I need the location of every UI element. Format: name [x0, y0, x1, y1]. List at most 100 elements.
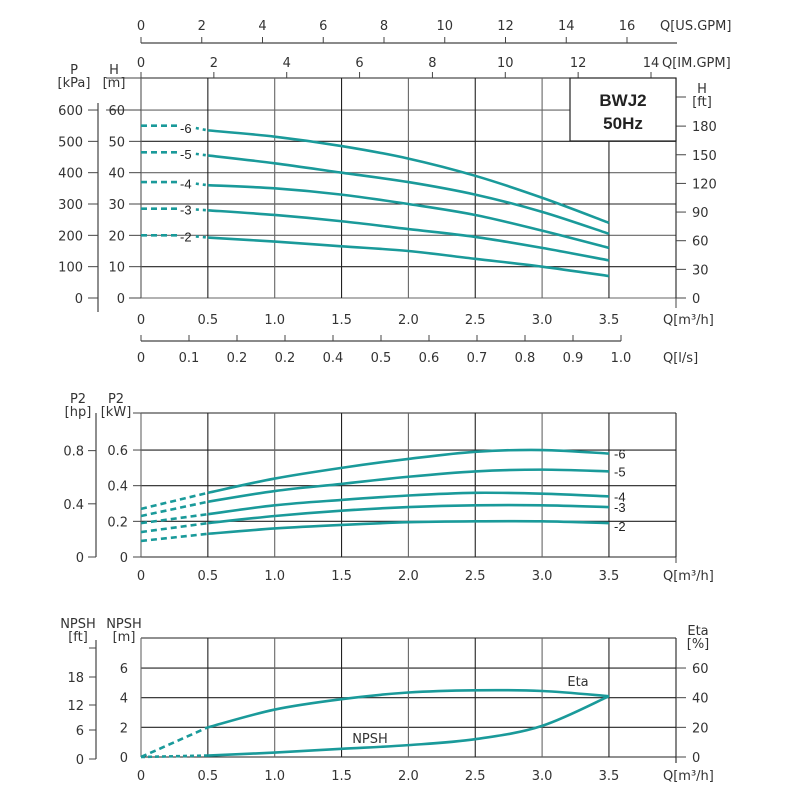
- hp-axis-unit: [hp]: [65, 405, 92, 420]
- eta-curve-dashed-start: [140, 726, 209, 759]
- usgpm-tick-label: 2: [198, 19, 206, 34]
- power-chart-grid: [140, 412, 677, 563]
- head-curve-dashed-join: [195, 126, 209, 132]
- imgpm-axis-title: Q[IM.GPM]: [662, 56, 731, 71]
- ls-tick-label: 0.4: [323, 351, 344, 366]
- usgpm-tick-label: 14: [558, 19, 575, 34]
- head-curve-5: [207, 154, 610, 236]
- q-tick-label: 1.0: [264, 313, 285, 328]
- power-curve-dashed-start: [140, 532, 208, 543]
- ls-tick-label: 0.2: [227, 351, 248, 366]
- head-chart-axes: 01020304050600100200300400500600P[kPa]H[…: [58, 19, 732, 366]
- power-chart-axes: 00.20.40.600.40.8P2[hp]P2[kW]0 0.5 1.0 1.5 2…: [63, 392, 714, 584]
- h-m-tick-label: 20: [108, 229, 125, 244]
- kpa-tick-label: 400: [58, 167, 83, 182]
- q-tick-label: 3.5: [599, 313, 620, 328]
- head-curve-2: [207, 236, 610, 278]
- eta-curve: [207, 688, 610, 729]
- eta-tick-label: 0: [692, 751, 700, 766]
- curve-label: -2: [614, 519, 626, 534]
- npsh-m-tick-label: 6: [120, 662, 128, 677]
- head-curves: -6 -5 -4 -3 -2: [141, 121, 610, 278]
- imgpm-tick-label: 6: [355, 56, 363, 71]
- q-tick-label: 0: [137, 569, 145, 584]
- ft-axis-title: H: [697, 82, 707, 97]
- npsh-chart-grid: [140, 637, 677, 763]
- q-tick-label: 2.0: [398, 569, 419, 584]
- usgpm-tick-label: 10: [436, 19, 453, 34]
- curve-label: -4: [614, 489, 626, 504]
- kpa-axis-title: P: [70, 63, 78, 78]
- curve-label: -5: [180, 147, 192, 162]
- usgpm-axis-title: Q[US.GPM]: [660, 19, 731, 34]
- q-tick-label: 0.5: [198, 313, 219, 328]
- q-tick-label: 1.5: [331, 569, 352, 584]
- h-m-axis-unit: [m]: [103, 76, 126, 91]
- npsh-ft-tick-label: 6: [76, 724, 84, 739]
- npsh-eta-curves: Eta NPSH: [140, 675, 610, 759]
- eta-tick-label: 40: [692, 692, 709, 707]
- q-tick-label: 2.5: [465, 569, 486, 584]
- head-curve-6: [207, 129, 610, 225]
- q-tick-label: 1.5: [331, 769, 352, 784]
- q-tick-label: 3.5: [599, 569, 620, 584]
- usgpm-tick-label: 16: [619, 19, 636, 34]
- kpa-tick-label: 100: [58, 261, 83, 276]
- q-axis-title: Q[m³/h]: [663, 769, 714, 784]
- q-tick-label: 0.5: [198, 569, 219, 584]
- q-tick-label: 2.5: [465, 769, 486, 784]
- eta-tick-label: 20: [692, 721, 709, 736]
- power-curve-4: [207, 491, 610, 516]
- q-tick-label: 3.0: [532, 769, 553, 784]
- ls-tick-label: 0.7: [467, 351, 488, 366]
- ls-tick-label: 0.2: [275, 351, 296, 366]
- h-m-tick-label: 30: [108, 198, 125, 213]
- q-tick-label: 0.5: [198, 769, 219, 784]
- imgpm-tick-label: 14: [643, 56, 660, 71]
- kpa-axis-unit: [kPa]: [58, 76, 91, 91]
- q-tick-label: 3.0: [532, 313, 553, 328]
- kw-tick-label: 0: [120, 551, 128, 566]
- kpa-tick-label: 600: [58, 104, 83, 119]
- power-curve-6: [207, 448, 610, 495]
- npsh-m-tick-label: 0: [120, 751, 128, 766]
- usgpm-tick-label: 8: [380, 19, 388, 34]
- npsh-ft-tick-label: 0: [76, 753, 84, 768]
- imgpm-tick-label: 4: [283, 56, 291, 71]
- ls-tick-label: 0.5: [371, 351, 392, 366]
- h-m-tick-label: 40: [108, 167, 125, 182]
- ft-tick-label: 60: [692, 235, 709, 250]
- usgpm-tick-label: 4: [258, 19, 266, 34]
- power-curve-2: [207, 519, 609, 536]
- npsh-ft-tick-label: 18: [67, 671, 84, 686]
- h-m-tick-label: 50: [108, 135, 125, 150]
- ft-tick-label: 30: [692, 263, 709, 278]
- head-curve-dashed-join: [195, 235, 208, 239]
- q-tick-label: 2.5: [465, 313, 486, 328]
- q-tick-label: 0: [137, 313, 145, 328]
- hp-tick-label: 0: [76, 551, 84, 566]
- q-tick-label: 1.0: [264, 569, 285, 584]
- imgpm-tick-label: 8: [428, 56, 436, 71]
- curve-label: -2: [180, 229, 192, 244]
- head-curve-3: [207, 208, 610, 262]
- curve-label: -4: [180, 177, 192, 192]
- kpa-tick-label: 500: [58, 135, 83, 150]
- q-tick-label: 0: [137, 769, 145, 784]
- q-tick-label: 1.5: [331, 313, 352, 328]
- npsh-curve: [207, 695, 610, 757]
- npsh-ft-axis-unit: [ft]: [68, 630, 88, 645]
- head-curve-dashed-join: [195, 182, 209, 187]
- ls-axis-title: Q[l/s]: [663, 351, 698, 366]
- ls-tick-label: 0.6: [419, 351, 440, 366]
- h-m-tick-label: 0: [117, 292, 125, 307]
- power-curve-dashed-start: [140, 500, 209, 518]
- q-tick-label: 2.0: [398, 313, 419, 328]
- q-axis-title: Q[m³/h]: [663, 569, 714, 584]
- q-axis-title: Q[m³/h]: [663, 313, 714, 328]
- curve-label: -3: [180, 202, 192, 217]
- imgpm-tick-label: 2: [210, 56, 218, 71]
- eta-axis-unit: [%]: [687, 637, 710, 652]
